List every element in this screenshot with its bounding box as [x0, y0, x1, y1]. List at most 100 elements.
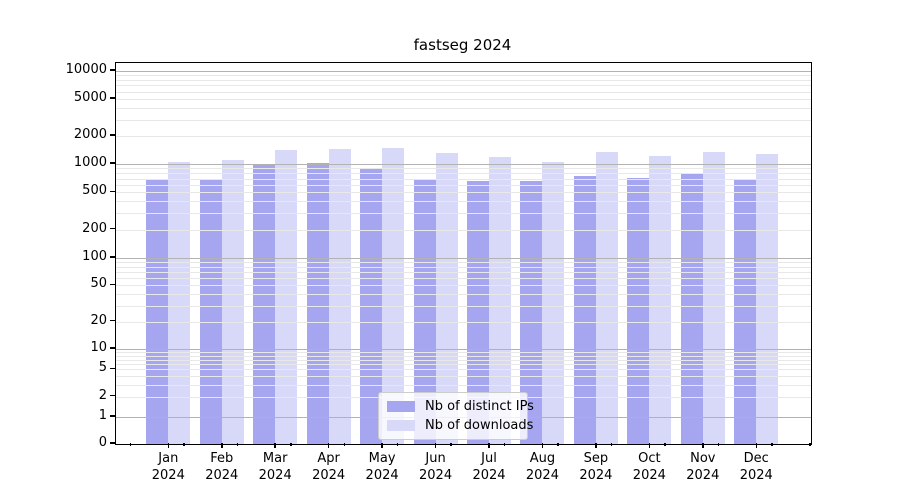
- x-axis-month-label: May 2024: [365, 451, 399, 483]
- x-axis-minor-tick: [396, 443, 399, 446]
- x-axis-month-label: Jul 2024: [472, 451, 506, 483]
- minor-gridline: [116, 262, 811, 264]
- minor-gridline: [116, 91, 811, 93]
- minor-gridline: [116, 168, 811, 170]
- x-axis-major-tick: [327, 443, 330, 448]
- x-axis-minor-tick: [236, 443, 239, 446]
- bar-distinct-ips: [306, 163, 329, 444]
- minor-gridline: [116, 75, 811, 77]
- x-axis-month-label: Dec 2024: [739, 451, 773, 483]
- legend-entry-distinct-ips: Nb of distinct IPs: [387, 399, 534, 414]
- x-axis-month-label: Feb 2024: [205, 451, 239, 483]
- minor-gridline: [116, 229, 811, 231]
- bar-downloads: [756, 153, 779, 444]
- bar-downloads: [328, 149, 351, 444]
- x-axis-major-tick: [702, 443, 704, 448]
- x-axis-major-tick: [274, 443, 276, 448]
- x-axis-minor-tick: [664, 443, 666, 446]
- minor-gridline: [116, 285, 811, 287]
- minor-gridline: [116, 321, 811, 323]
- y-axis-tick-label: 2000: [73, 127, 107, 142]
- legend: Nb of distinct IPs Nb of downloads: [378, 392, 534, 440]
- bar-distinct-ips: [627, 177, 650, 444]
- minor-gridline: [116, 173, 811, 175]
- x-axis-month-label: Jun 2024: [419, 451, 453, 483]
- major-gridline: [116, 258, 811, 259]
- minor-gridline: [116, 201, 811, 203]
- x-axis-major-tick: [167, 443, 170, 448]
- x-axis-month-label: Apr 2024: [312, 451, 346, 483]
- y-axis-tick: [110, 347, 115, 349]
- x-axis-minor-tick: [129, 443, 132, 446]
- y-axis-tick-label: 1: [98, 408, 107, 423]
- legend-label-downloads: Nb of downloads: [425, 418, 534, 433]
- x-axis-month-label: Mar 2024: [258, 451, 292, 483]
- x-axis-minor-tick: [503, 443, 506, 446]
- x-axis-month-label: Nov 2024: [686, 451, 720, 483]
- y-axis-tick: [110, 394, 115, 397]
- bar-distinct-ips: [680, 174, 703, 444]
- minor-gridline: [116, 98, 811, 100]
- minor-gridline: [116, 136, 811, 137]
- bar-downloads: [542, 161, 565, 444]
- x-axis-minor-tick: [771, 443, 773, 446]
- minor-gridline: [116, 305, 811, 307]
- y-axis-tick: [110, 97, 115, 99]
- minor-gridline: [116, 85, 811, 87]
- legend-label-distinct-ips: Nb of distinct IPs: [425, 399, 534, 414]
- y-axis-tick-label: 50: [90, 276, 107, 292]
- x-axis-month-label: Jan 2024: [151, 451, 185, 483]
- x-axis-major-tick: [541, 443, 544, 448]
- x-axis-minor-tick: [183, 443, 185, 446]
- minor-gridline: [116, 376, 811, 378]
- minor-gridline: [116, 364, 811, 366]
- bar-distinct-ips: [520, 180, 543, 444]
- major-gridline: [116, 164, 811, 165]
- y-axis-tick: [110, 367, 115, 370]
- x-axis-minor-tick: [809, 443, 811, 446]
- minor-gridline: [116, 80, 811, 81]
- minor-gridline: [116, 119, 811, 121]
- y-axis-tick: [110, 442, 115, 444]
- y-axis-tick-label: 10: [90, 340, 107, 355]
- x-axis-minor-tick: [610, 443, 613, 446]
- y-axis-tick-label: 100: [82, 249, 107, 264]
- minor-gridline: [116, 213, 811, 215]
- x-axis-month-label: Aug 2024: [525, 451, 559, 483]
- minor-gridline: [116, 272, 811, 274]
- y-axis-tick-label: 10000: [65, 62, 107, 77]
- legend-swatch-downloads: [387, 420, 415, 431]
- bar-distinct-ips: [253, 164, 276, 444]
- major-gridline: [116, 349, 811, 350]
- bar-downloads: [489, 156, 511, 444]
- y-axis-tick: [110, 256, 115, 258]
- y-axis-tick-label: 0: [98, 435, 107, 450]
- minor-gridline: [116, 352, 811, 354]
- minor-gridline: [116, 294, 811, 296]
- chart-title: fastseg 2024: [413, 36, 512, 54]
- y-axis-tick: [110, 319, 115, 322]
- x-axis-minor-tick: [343, 443, 345, 446]
- minor-gridline: [116, 369, 811, 371]
- x-axis-major-tick: [221, 443, 223, 448]
- x-axis-month-label: Sep 2024: [579, 451, 613, 483]
- y-axis-tick-label: 200: [82, 220, 107, 236]
- bar-distinct-ips: [199, 179, 222, 444]
- y-axis-tick: [110, 134, 115, 136]
- minor-gridline: [116, 355, 811, 357]
- x-axis-major-tick: [381, 443, 383, 448]
- x-axis-major-tick: [434, 443, 437, 448]
- y-axis-tick-label: 2: [98, 387, 107, 403]
- y-axis-tick-label: 5: [98, 360, 107, 376]
- x-axis-month-label: Oct 2024: [632, 451, 666, 483]
- bar-downloads: [595, 152, 618, 444]
- x-axis-major-tick: [755, 443, 757, 448]
- y-axis-tick-label: 20: [90, 312, 107, 328]
- x-axis-minor-tick: [717, 443, 720, 446]
- minor-gridline: [116, 184, 811, 186]
- bar-distinct-ips: [413, 180, 436, 444]
- bar-distinct-ips: [146, 179, 169, 444]
- x-axis-minor-tick: [450, 443, 452, 446]
- y-axis-tick-label: 1000: [73, 155, 107, 170]
